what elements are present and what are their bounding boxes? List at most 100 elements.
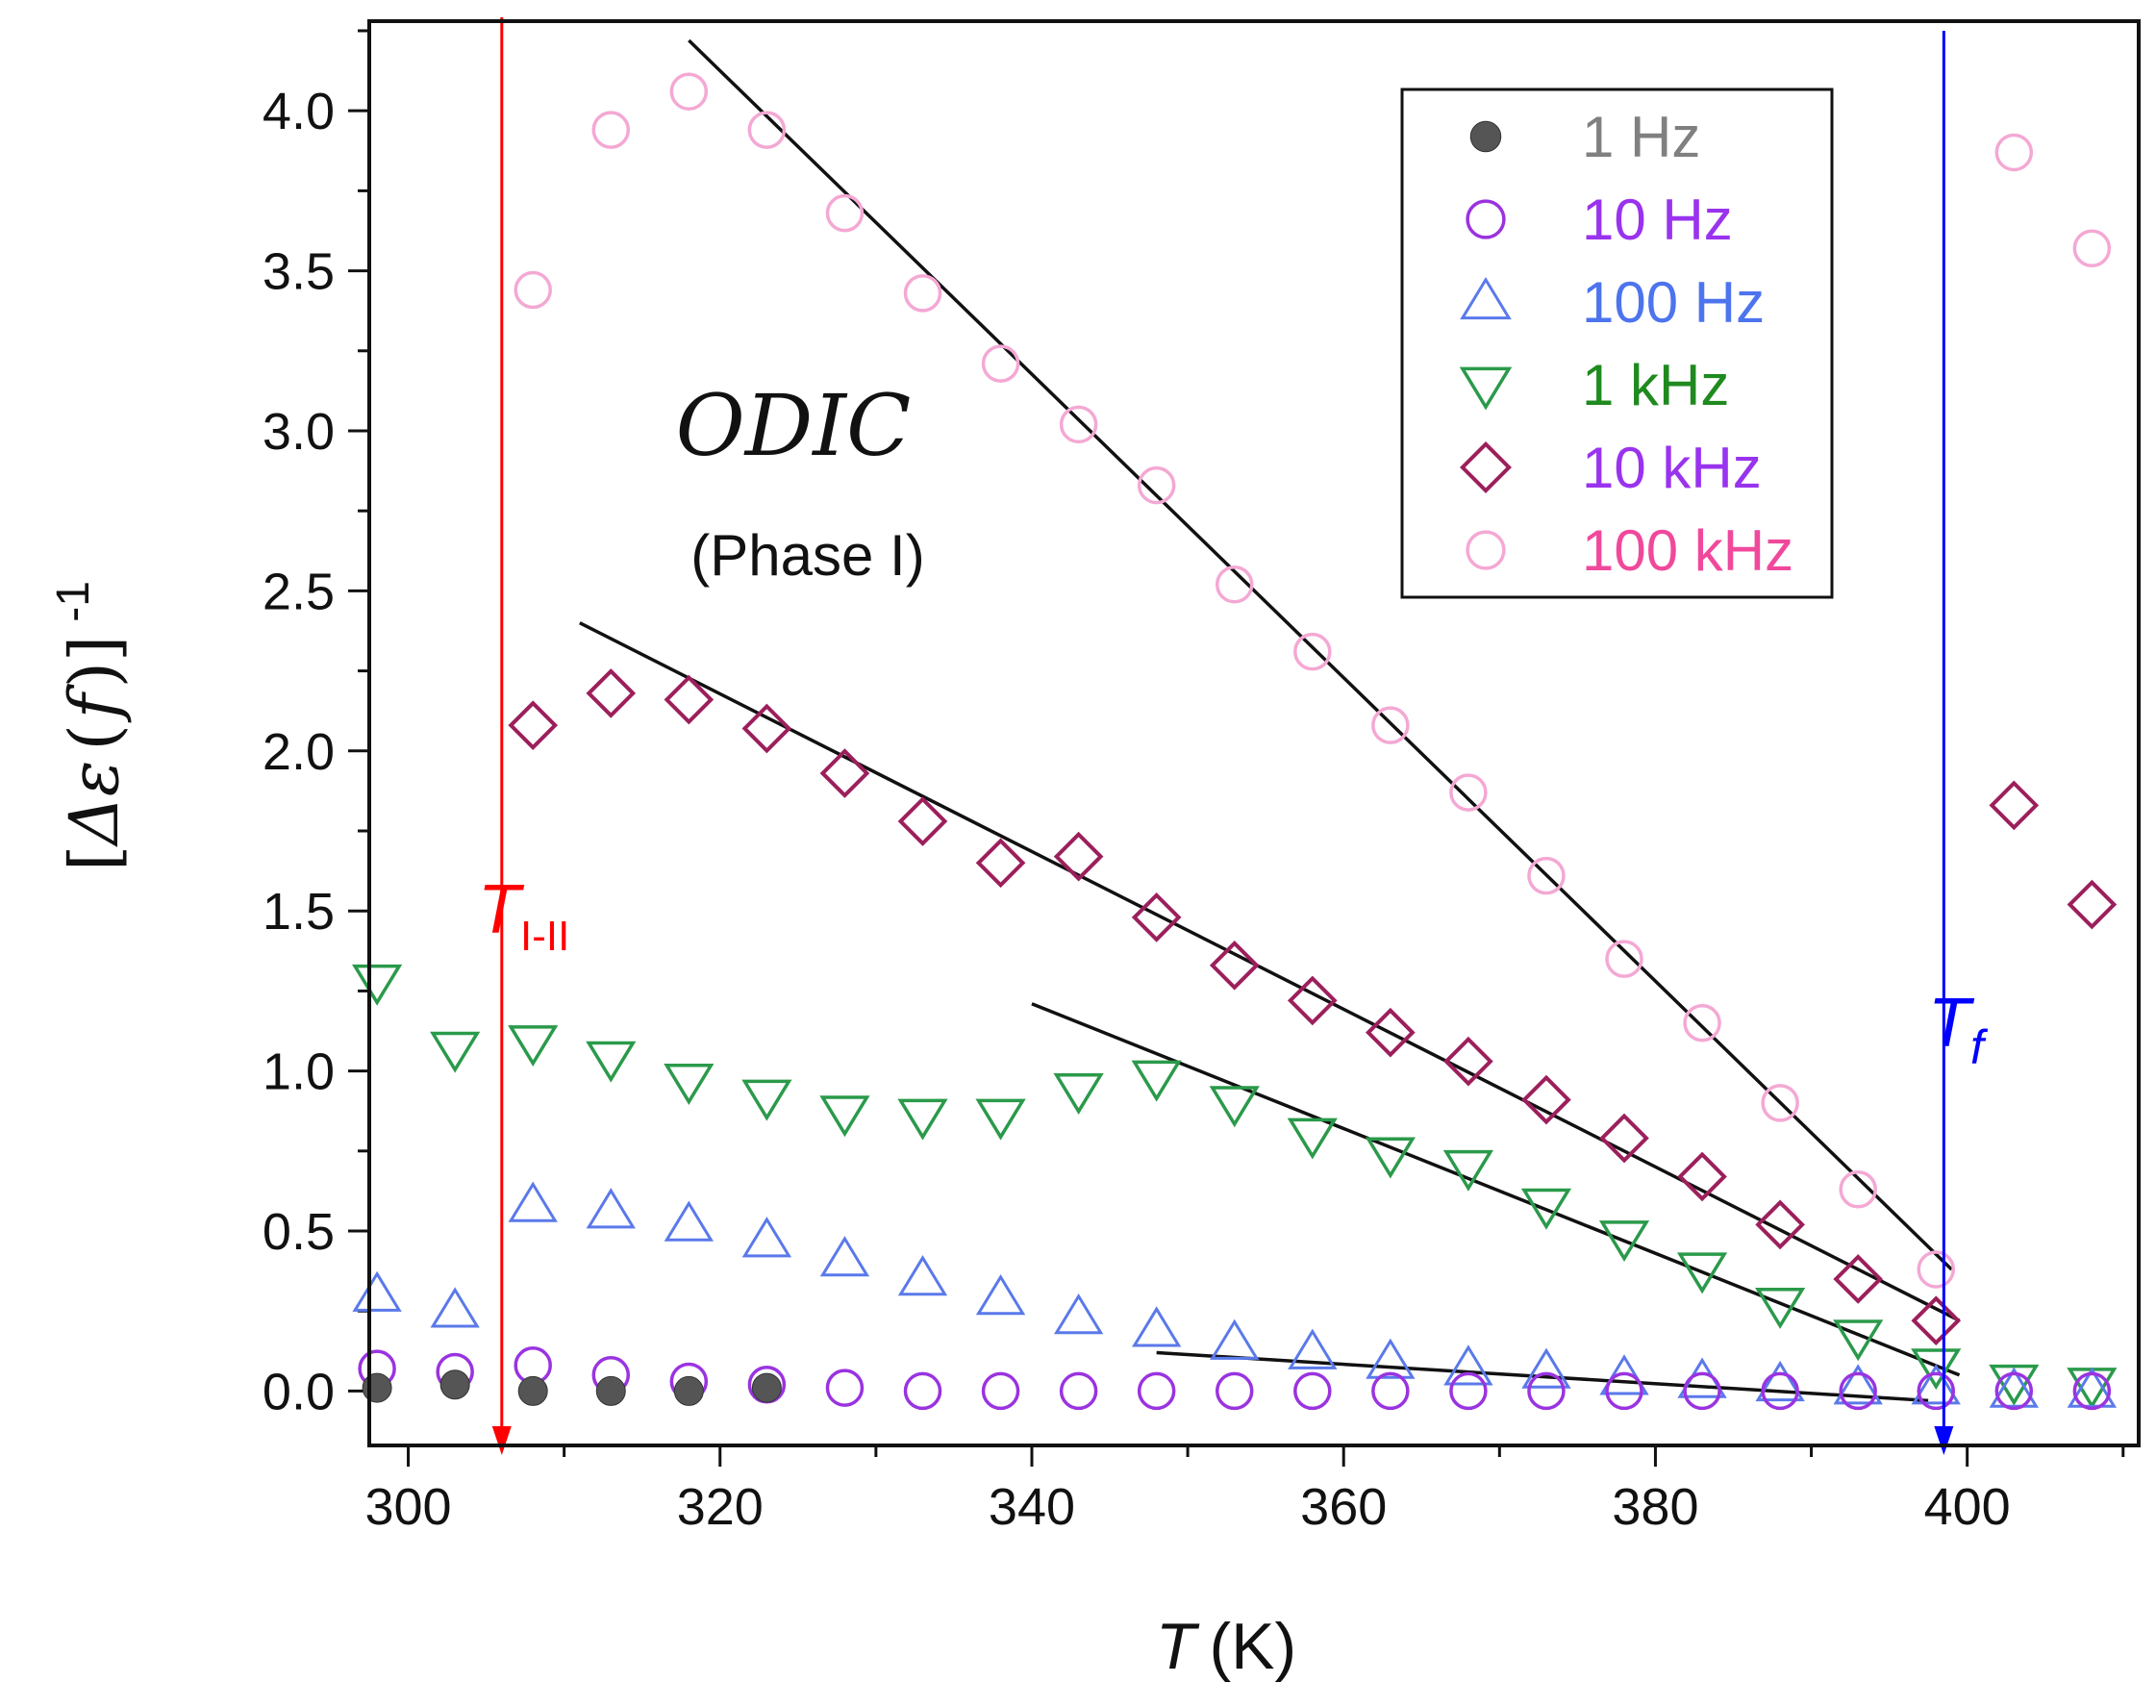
- data-point: [819, 1095, 870, 1138]
- data-point: [975, 838, 1026, 889]
- data-point: [1911, 1348, 1962, 1391]
- legend-marker: [1459, 366, 1513, 411]
- data-point: [362, 1372, 392, 1403]
- plot-frame: [367, 19, 2141, 1447]
- y-tick-label: 1.0: [263, 1043, 335, 1101]
- data-point: [586, 1041, 637, 1083]
- data-point: [508, 1181, 558, 1222]
- data-point: [1994, 1371, 2034, 1411]
- data-point: [508, 1025, 559, 1068]
- data-point: [1605, 1371, 1643, 1411]
- data-point: [1755, 1199, 1805, 1250]
- legend-label: 1 kHz: [1582, 353, 1729, 417]
- x-tick-label: 360: [1300, 1478, 1387, 1536]
- data-point: [819, 1236, 870, 1277]
- data-point: [1131, 892, 1182, 942]
- data-point: [1443, 1344, 1493, 1386]
- data-point: [664, 1064, 714, 1105]
- data-point: [1917, 1371, 1956, 1411]
- data-point: [1911, 1295, 1962, 1346]
- data-point: [1053, 1072, 1104, 1115]
- legend-marker: [1469, 120, 1502, 153]
- x-tick-label: 400: [1924, 1478, 2011, 1536]
- data-point: [1755, 1360, 1805, 1402]
- legend-label: 10 kHz: [1582, 436, 1762, 500]
- data-point: [1293, 1371, 1332, 1411]
- data-point: [517, 1375, 548, 1406]
- data-point: [439, 1369, 470, 1400]
- data-point: [981, 344, 1020, 383]
- y-axis-title: [Δε(f)]-1: [48, 581, 134, 871]
- y-tick-labels: 0.0 0.5 1.0 1.5 2.0 2.5 3.0 3.5 4.0: [263, 83, 335, 1420]
- data-point: [1527, 1371, 1566, 1411]
- data-point: [1911, 1364, 1961, 1405]
- data-point: [1683, 1003, 1721, 1042]
- legend-label: 1 Hz: [1582, 105, 1700, 169]
- data-point: [352, 1270, 402, 1312]
- data-point: [741, 1079, 792, 1121]
- data-point: [903, 1371, 942, 1411]
- vertical-markers: [491, 17, 1954, 1455]
- data-point: [1371, 706, 1410, 744]
- data-point: [1137, 465, 1176, 505]
- data-point: [1833, 1254, 1884, 1304]
- data-point: [1053, 1293, 1104, 1335]
- data-point: [1994, 133, 2034, 172]
- data-point: [1059, 1371, 1098, 1411]
- data-point: [1210, 1319, 1260, 1360]
- data-point: [819, 748, 870, 798]
- data-point: [897, 1255, 948, 1296]
- legend-label: 100 kHz: [1582, 518, 1793, 583]
- data-point: [1839, 1170, 1877, 1209]
- y-tick-label: 2.0: [263, 723, 335, 781]
- legend-label: 10 Hz: [1582, 188, 1733, 252]
- x-tick-label: 380: [1612, 1478, 1698, 1536]
- data-markers: [351, 72, 2118, 1411]
- fit-10kHz-line: [579, 621, 1961, 1322]
- x-axis-title: T (K): [1156, 1610, 1296, 1683]
- data-point: [1053, 831, 1104, 882]
- data-point: [1059, 405, 1098, 444]
- x-tick-label: 300: [364, 1478, 451, 1536]
- plot-area: [348, 17, 2141, 1467]
- legend-label: 100 Hz: [1582, 270, 1765, 335]
- data-point: [1132, 1306, 1182, 1347]
- data-point: [1287, 975, 1338, 1026]
- data-point: [981, 1371, 1020, 1411]
- data-point: [2067, 1367, 2118, 1408]
- fit-lines: [579, 38, 1961, 1403]
- data-point: [1366, 1338, 1416, 1379]
- data-point: [1371, 1371, 1410, 1411]
- data-point: [1989, 1367, 2039, 1408]
- data-point: [1293, 632, 1332, 671]
- data-point: [1449, 773, 1488, 812]
- series-10-kHz: [508, 668, 2118, 1346]
- series-100-kHz: [514, 72, 2112, 1289]
- data-point: [975, 1098, 1026, 1141]
- data-point: [1366, 1007, 1416, 1058]
- data-point: [1833, 1364, 1883, 1405]
- legend-box: [1400, 88, 1834, 599]
- data-point: [1443, 1036, 1493, 1087]
- data-point: [1599, 1113, 1649, 1164]
- data-point: [2067, 879, 2118, 930]
- data-point: [669, 72, 709, 111]
- data-point: [1521, 1347, 1571, 1389]
- data-point: [1839, 1371, 1877, 1411]
- data-point: [1449, 1371, 1488, 1411]
- y-tick-label: 2.5: [263, 563, 335, 620]
- legend-marker: [1460, 441, 1512, 493]
- data-point: [591, 111, 631, 149]
- fit-100kHz-line: [688, 38, 1953, 1271]
- data-point: [747, 111, 787, 149]
- data-point: [2072, 229, 2112, 268]
- data-point: [673, 1375, 704, 1406]
- data-point: [1209, 1086, 1260, 1128]
- data-point: [1683, 1371, 1721, 1411]
- data-point: [351, 964, 403, 1006]
- data-point: [741, 1217, 792, 1258]
- fit-100Hz-line: [1156, 1350, 1929, 1403]
- x-tick-label: 320: [677, 1478, 764, 1536]
- data-point: [1605, 940, 1643, 978]
- data-point: [586, 1188, 636, 1229]
